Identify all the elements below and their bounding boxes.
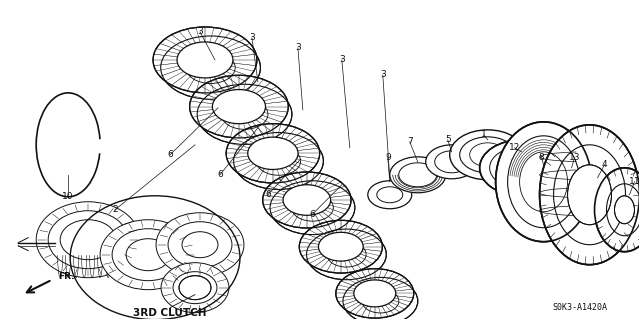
Text: 3: 3 [249, 33, 255, 42]
Ellipse shape [300, 220, 382, 273]
Text: 6: 6 [309, 210, 315, 219]
Ellipse shape [156, 213, 244, 277]
Ellipse shape [248, 137, 298, 169]
Ellipse shape [100, 220, 196, 290]
Ellipse shape [179, 276, 211, 300]
Text: 10: 10 [63, 192, 74, 201]
Text: 2: 2 [112, 205, 118, 214]
Ellipse shape [161, 263, 229, 313]
Ellipse shape [226, 124, 319, 183]
Ellipse shape [343, 277, 418, 319]
Ellipse shape [161, 36, 260, 99]
Text: 7: 7 [407, 137, 413, 146]
Text: 13: 13 [569, 153, 580, 162]
Text: 11: 11 [628, 177, 640, 186]
Ellipse shape [479, 140, 564, 196]
Ellipse shape [540, 125, 639, 265]
Text: 6: 6 [265, 190, 271, 199]
Ellipse shape [234, 132, 323, 189]
Ellipse shape [426, 145, 477, 179]
Ellipse shape [390, 157, 445, 193]
Ellipse shape [568, 165, 611, 225]
Ellipse shape [153, 27, 257, 93]
Text: 6: 6 [167, 150, 173, 159]
Text: 3: 3 [197, 27, 203, 36]
Ellipse shape [557, 167, 582, 183]
Text: 3RD CLUTCH: 3RD CLUTCH [133, 308, 207, 318]
Ellipse shape [262, 172, 351, 228]
Ellipse shape [614, 196, 634, 224]
Text: 3: 3 [380, 70, 386, 79]
Ellipse shape [270, 181, 355, 234]
Ellipse shape [307, 229, 387, 280]
Ellipse shape [368, 181, 412, 209]
Text: 3: 3 [339, 56, 345, 64]
Ellipse shape [354, 280, 396, 307]
Ellipse shape [450, 130, 525, 180]
Text: 3: 3 [295, 43, 301, 52]
Ellipse shape [197, 84, 292, 145]
Text: 4: 4 [602, 160, 607, 169]
Text: 1: 1 [481, 130, 486, 139]
Text: 5: 5 [445, 135, 451, 144]
Text: 8: 8 [539, 153, 545, 162]
Ellipse shape [319, 232, 363, 261]
Ellipse shape [595, 168, 640, 252]
Text: S0K3-A1420A: S0K3-A1420A [552, 303, 607, 312]
Text: 6: 6 [217, 170, 223, 179]
Text: 9: 9 [385, 153, 390, 162]
Ellipse shape [177, 42, 233, 78]
Text: FR.: FR. [58, 272, 75, 281]
Text: 12: 12 [509, 143, 520, 152]
Ellipse shape [336, 269, 413, 318]
Ellipse shape [495, 122, 591, 242]
Ellipse shape [36, 202, 140, 278]
Ellipse shape [189, 75, 288, 138]
Ellipse shape [283, 185, 331, 215]
Ellipse shape [212, 90, 266, 124]
